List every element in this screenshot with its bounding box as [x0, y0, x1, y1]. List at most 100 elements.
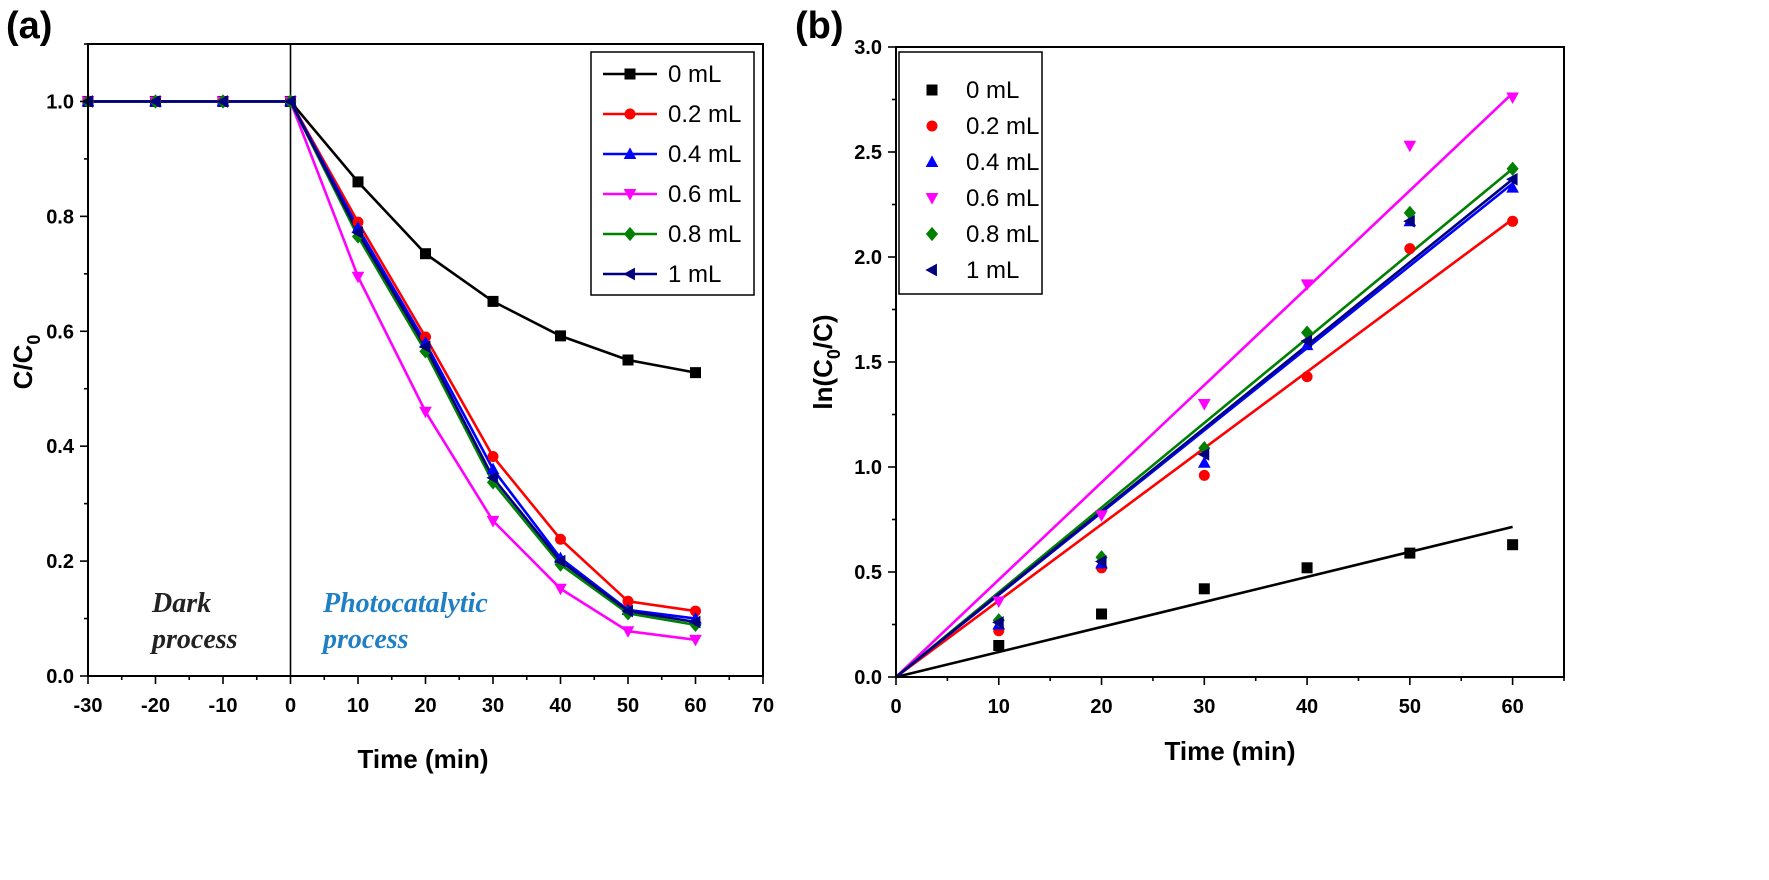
- panel-a-label: (a): [6, 5, 52, 47]
- panel-a-legend-marker: [624, 68, 636, 80]
- panel-b-data-point: [1197, 399, 1211, 411]
- panel-a-data-point: [555, 533, 566, 545]
- panel-a-y-tick-label: 0.0: [46, 666, 74, 688]
- panel-b-data-point: [1404, 547, 1416, 559]
- panel-b-x-tick-label: 30: [1193, 696, 1215, 718]
- panel-b-legend-label: 0.2 mL: [966, 113, 1039, 140]
- panel-a-data-point: [351, 226, 363, 239]
- panel-a-legend-label: 0.2 mL: [668, 101, 741, 128]
- panel-a-data-point: [555, 330, 566, 342]
- panel-b-data-point: [1301, 562, 1313, 574]
- panel-b-kinetics-chart: (b) 0 10 20 30 40 50 60 0.00.51.01.52.02.53.0 …: [795, 5, 1565, 766]
- panel-a-annotations: Dark process Photocatalytic process: [150, 588, 488, 655]
- panel-b-data-point: [1403, 140, 1417, 153]
- panel-a-x-ticks: -30 -20 -10 0 10 20 30 40 50 60 70: [74, 676, 774, 717]
- panel-a-marks: [81, 44, 702, 676]
- panel-b-legend-marker: [926, 120, 938, 132]
- panel-b-data-point: [1507, 215, 1519, 227]
- panel-b-legend-marker: [925, 226, 939, 242]
- panel-a-x-tick-label: 0: [285, 695, 296, 717]
- panel-b-data-point: [1506, 172, 1518, 186]
- panel-b-y-tick-label: 1.0: [854, 457, 882, 479]
- panel-b-legend-marker: [925, 155, 939, 167]
- panel-b-x-axis-title: Time (min): [1165, 736, 1296, 766]
- panel-b-legend-box: [898, 51, 1043, 295]
- panel-a-data-point: [621, 626, 635, 638]
- panel-a-data-point: [418, 340, 431, 354]
- panel-a-y-axis-title-sub: 0: [24, 335, 44, 345]
- panel-b-y-axis-title-sub: 0: [824, 349, 844, 359]
- panel-a-annotation-text: Dark: [151, 588, 211, 619]
- panel-a-data-point: [486, 475, 500, 490]
- panel-b-y-tick-label: 2.0: [854, 247, 882, 269]
- panel-b-data-point: [992, 596, 1006, 608]
- panel-a-x-tick-label: 40: [549, 695, 571, 717]
- panel-a-data-point: [351, 271, 365, 284]
- panel-b-data-point: [1506, 181, 1519, 193]
- panel-b-x-tick-label: 40: [1296, 696, 1318, 718]
- panel-a-x-tick-label: 20: [414, 695, 436, 717]
- panel-a-data-point: [486, 515, 500, 528]
- panel-b-legend: 0 mL 0.2 mL 0.4 mL 0.6 mL 0.8 mL 1 mL: [898, 51, 1043, 295]
- panel-a-y-tick-label: 0.8: [46, 206, 74, 228]
- panel-b-data-point: [1300, 334, 1313, 348]
- panel-a-data-point: [621, 604, 633, 618]
- panel-b-data-point: [1095, 510, 1108, 522]
- panel-a-data-point: [419, 406, 432, 419]
- panel-b-legend-label: 0 mL: [966, 77, 1019, 104]
- panel-b-data-point: [1301, 371, 1313, 383]
- panel-b-marks: [895, 92, 1519, 679]
- panel-b-data-point: [1096, 608, 1108, 620]
- panel-a-legend-label: 0.8 mL: [668, 221, 741, 248]
- panel-b-y-ticks: 0.0 0.5 1.0 1.5 2.0 2.5 3.0: [854, 37, 896, 689]
- panel-b-data-point: [993, 640, 1005, 651]
- panel-b-data-point: [1198, 583, 1210, 595]
- panel-b-legend-label: 0.8 mL: [966, 221, 1039, 248]
- panel-a-decay-chart: (a) -30 -20 -10 0 10 20 30 40 50 60 70 0.00.20.40.…: [6, 5, 774, 774]
- panel-b-y-tick-label: 0.5: [854, 562, 882, 584]
- panel-a-y-tick-label: 0.4: [46, 436, 75, 458]
- panel-b-x-tick-label: 20: [1090, 696, 1112, 718]
- panel-a-data-point: [351, 229, 365, 244]
- panel-b-fit-line: [895, 178, 1514, 679]
- panel-a-data-point: [420, 248, 431, 260]
- panel-b-legend-label: 1 mL: [966, 257, 1019, 284]
- panel-b-y-tick-label: 1.5: [854, 352, 882, 374]
- panel-a-annotation-text: Photocatalytic: [322, 588, 488, 619]
- panel-a-x-tick-label: -10: [209, 695, 238, 717]
- panel-b-legend-marker: [926, 84, 938, 96]
- panel-b-data-point: [1197, 456, 1211, 468]
- panel-a-x-tick-label: 50: [617, 695, 639, 717]
- panel-a-x-tick-label: 10: [347, 695, 369, 717]
- panel-b-data-point: [1506, 92, 1519, 104]
- panel-a-data-point: [622, 354, 634, 366]
- panel-a-data-point: [148, 95, 161, 108]
- panel-a-x-axis-title: Time (min): [358, 744, 489, 774]
- panel-a-data-point: [487, 451, 499, 463]
- panel-b-x-ticks: 0 10 20 30 40 50 60: [890, 677, 1565, 718]
- panel-b-legend-label: 0.4 mL: [966, 149, 1039, 176]
- panel-b-legend-marker: [925, 193, 939, 205]
- panel-a-x-tick-label: 30: [482, 695, 504, 717]
- panel-a-legend-marker: [624, 108, 636, 120]
- panel-b-data-point: [992, 616, 1004, 629]
- panel-b-y-axis-title-pre: ln(C: [808, 359, 838, 410]
- panel-b-x-tick-label: 60: [1501, 696, 1523, 718]
- panel-b-data-point: [1507, 539, 1519, 551]
- panel-b-y-axis-title-post: /C): [808, 314, 838, 349]
- panel-a-data-point: [487, 295, 499, 307]
- panel-b-x-tick-label: 50: [1399, 696, 1421, 718]
- panel-a-legend-marker: [623, 147, 637, 159]
- panel-a-x-tick-label: 60: [684, 695, 706, 717]
- panel-b-x-tick-label: 0: [890, 696, 901, 718]
- panel-b-data-point: [1403, 214, 1415, 228]
- panel-a-data-point: [216, 95, 228, 108]
- panel-a-y-axis-title-main: C/C: [8, 344, 38, 389]
- panel-b-data-point: [1197, 448, 1210, 461]
- panel-b-data-point: [1300, 279, 1314, 291]
- panel-a-legend-marker: [623, 189, 637, 201]
- panel-a-data-point: [486, 471, 498, 485]
- panel-a-annotation-text: process: [321, 624, 409, 655]
- panel-a-data-point: [622, 595, 634, 607]
